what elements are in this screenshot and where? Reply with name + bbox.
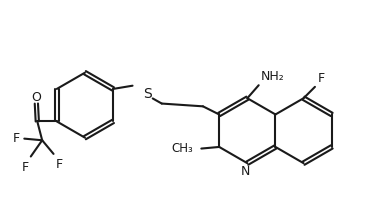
Text: NH₂: NH₂ xyxy=(261,70,285,83)
Text: F: F xyxy=(318,72,325,84)
Text: F: F xyxy=(56,158,63,171)
Text: N: N xyxy=(240,165,250,178)
Text: O: O xyxy=(31,92,41,104)
Text: S: S xyxy=(143,87,151,101)
Text: F: F xyxy=(21,161,28,174)
Text: F: F xyxy=(13,132,20,145)
Text: CH₃: CH₃ xyxy=(171,142,193,155)
